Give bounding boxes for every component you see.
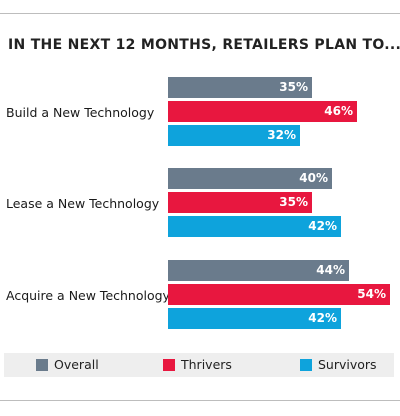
bar-survivors: 32% bbox=[168, 125, 300, 146]
bar-value-label: 46% bbox=[324, 104, 353, 118]
bar-survivors: 42% bbox=[168, 308, 341, 329]
bar-value-label: 40% bbox=[299, 171, 328, 185]
bar-value-label: 44% bbox=[316, 263, 345, 277]
bar-value-label: 42% bbox=[308, 311, 337, 325]
bar-value-label: 54% bbox=[357, 287, 386, 301]
legend-swatch bbox=[36, 359, 48, 371]
bar-overall: 44% bbox=[168, 260, 349, 281]
category-label: Lease a New Technology bbox=[6, 196, 160, 211]
bottom-rule bbox=[0, 400, 400, 401]
bar-value-label: 35% bbox=[279, 195, 308, 209]
bar-value-label: 35% bbox=[279, 80, 308, 94]
chart-legend: Overall Thrivers Survivors bbox=[4, 353, 394, 377]
bar-survivors: 42% bbox=[168, 216, 341, 237]
bar-value-label: 32% bbox=[267, 128, 296, 142]
category-label: Build a New Technology bbox=[6, 105, 155, 120]
legend-swatch bbox=[163, 359, 175, 371]
top-rule bbox=[0, 13, 400, 14]
chart-title: IN THE NEXT 12 MONTHS, RETAILERS PLAN TO… bbox=[8, 37, 400, 53]
bar-thrivers: 46% bbox=[168, 101, 357, 122]
bar-overall: 40% bbox=[168, 168, 332, 189]
legend-label: Survivors bbox=[318, 357, 377, 372]
legend-label: Overall bbox=[54, 357, 99, 372]
legend-label: Thrivers bbox=[181, 357, 232, 372]
bar-thrivers: 54% bbox=[168, 284, 390, 305]
category-label: Acquire a New Technology bbox=[6, 288, 170, 303]
bar-thrivers: 35% bbox=[168, 192, 312, 213]
legend-swatch bbox=[300, 359, 312, 371]
bar-value-label: 42% bbox=[308, 219, 337, 233]
bar-overall: 35% bbox=[168, 77, 312, 98]
